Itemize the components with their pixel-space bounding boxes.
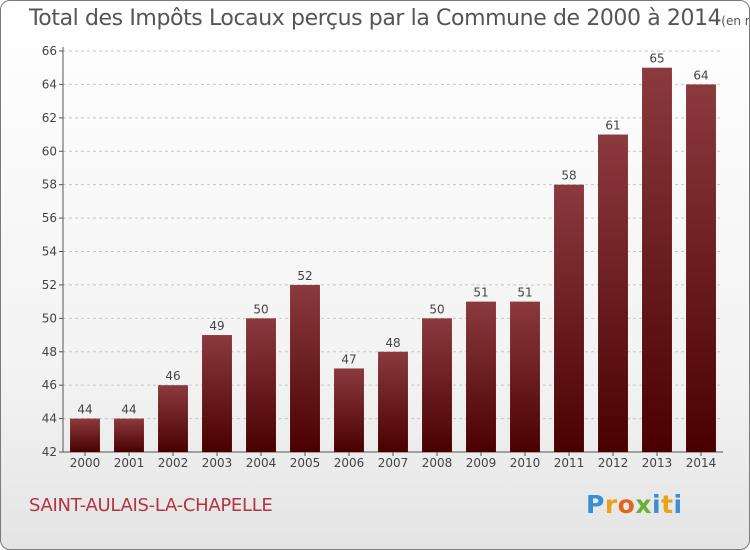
bar	[510, 301, 540, 452]
bar	[70, 418, 100, 452]
labels: 42 44 46 48 50 52 54 56 58 60 62 64 66 44 2000 44 2001 46…	[42, 44, 717, 470]
y-tick-label: 48	[42, 345, 57, 359]
data-label: 50	[429, 302, 444, 316]
x-tick-label: 2010	[510, 456, 541, 470]
y-tick-label: 66	[42, 44, 57, 58]
y-tick-label: 64	[42, 77, 57, 91]
bar	[334, 368, 364, 452]
x-tick-label: 2006	[334, 456, 365, 470]
logo-letter: x	[635, 490, 652, 519]
unit-label: (en milliers d'€)	[721, 14, 749, 28]
bar	[290, 284, 320, 452]
data-label: 65	[649, 52, 664, 66]
bar	[114, 418, 144, 452]
bar	[422, 318, 452, 452]
chart-title-text: Total des Impôts Locaux perçus par la Co…	[29, 6, 722, 31]
y-tick-label: 58	[42, 178, 57, 192]
commune-name: SAINT-AULAIS-LA-CHAPELLE	[29, 495, 273, 516]
logo-letter: i	[673, 490, 683, 519]
logo-letter: i	[652, 490, 662, 519]
data-label: 47	[341, 352, 356, 366]
data-label: 52	[297, 269, 312, 283]
x-tick-label: 2014	[686, 456, 717, 470]
logo-letter: o	[617, 490, 636, 519]
y-tick-label: 44	[42, 412, 57, 426]
x-tick-label: 2013	[642, 456, 673, 470]
data-label: 61	[605, 119, 620, 133]
bar	[378, 351, 408, 452]
x-tick-label: 2009	[466, 456, 497, 470]
x-tick-label: 2000	[70, 456, 101, 470]
y-tick-label: 62	[42, 111, 57, 125]
x-tick-label: 2008	[422, 456, 453, 470]
data-label: 48	[385, 336, 400, 350]
data-label: 50	[253, 302, 268, 316]
data-label: 46	[165, 369, 180, 383]
data-label: 64	[693, 68, 708, 82]
bar	[158, 385, 188, 452]
x-tick-label: 2001	[114, 456, 145, 470]
bar	[466, 301, 496, 452]
bar	[598, 134, 628, 452]
bar	[202, 335, 232, 452]
logo-letter: r	[604, 490, 618, 519]
y-tick-label: 60	[42, 144, 57, 158]
x-tick-label: 2003	[202, 456, 233, 470]
bar	[246, 318, 276, 452]
y-tick-label: 46	[42, 378, 57, 392]
x-tick-label: 2004	[246, 456, 277, 470]
y-tick-label: 50	[42, 311, 57, 325]
y-tick-label: 56	[42, 211, 57, 225]
x-tick-label: 2005	[290, 456, 321, 470]
data-label: 51	[517, 286, 532, 300]
x-tick-label: 2011	[554, 456, 585, 470]
logo-letter: P	[586, 490, 605, 519]
bar	[642, 67, 672, 452]
chart-title: Total des Impôts Locaux perçus par la Co…	[29, 6, 749, 31]
data-label: 44	[121, 403, 136, 417]
x-tick-label: 2002	[158, 456, 189, 470]
bars	[70, 67, 716, 453]
data-label: 44	[77, 403, 92, 417]
y-tick-label: 42	[42, 445, 57, 459]
data-label: 58	[561, 169, 576, 183]
y-tick-label: 54	[42, 245, 57, 259]
data-label: 51	[473, 286, 488, 300]
x-tick-label: 2007	[378, 456, 409, 470]
bar	[554, 184, 584, 452]
data-label: 49	[209, 319, 224, 333]
y-tick-label: 52	[42, 278, 57, 292]
bar	[686, 84, 716, 453]
x-tick-label: 2012	[598, 456, 629, 470]
logo-letter: t	[661, 490, 674, 519]
proxiti-logo: Proxiti	[586, 490, 683, 519]
